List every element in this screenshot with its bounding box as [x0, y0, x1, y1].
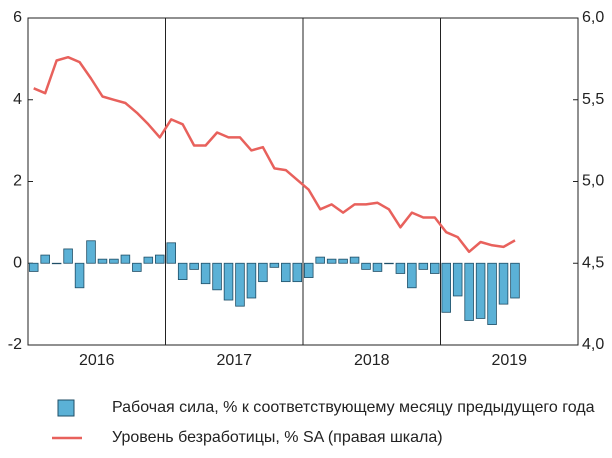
bar — [97, 258, 108, 264]
y-tick-label: 0 — [13, 254, 22, 271]
bar — [143, 256, 154, 264]
y2-tick-label: 4,5 — [582, 254, 604, 271]
bar — [372, 262, 383, 272]
y2-tick-label: 4,0 — [582, 336, 604, 353]
bar — [452, 262, 463, 297]
bar — [441, 262, 451, 313]
bar — [155, 254, 165, 264]
bar — [464, 262, 474, 321]
y2-tick-label: 5,0 — [582, 173, 604, 190]
bar — [63, 248, 73, 264]
bar — [177, 262, 188, 281]
bar — [200, 262, 211, 285]
bar — [40, 254, 50, 264]
legend-label: Рабочая сила, % к соответствующему месяц… — [112, 399, 595, 416]
x-tick-label: 2019 — [491, 352, 527, 369]
bar — [51, 262, 62, 265]
bar — [132, 262, 142, 272]
y2-tick-label: 5,5 — [582, 91, 604, 108]
bar — [315, 256, 325, 264]
bar — [223, 262, 234, 301]
bar — [498, 262, 509, 305]
x-tick-label: 2016 — [79, 352, 115, 369]
bar — [109, 258, 119, 264]
y-tick-label: 4 — [13, 91, 22, 108]
bar — [246, 262, 257, 299]
legend-swatch — [57, 399, 75, 417]
bar — [326, 258, 337, 264]
bar — [258, 262, 268, 283]
bar — [349, 256, 360, 264]
x-tick-label: 2017 — [216, 352, 252, 369]
bar — [407, 262, 417, 289]
bar — [338, 258, 348, 264]
x-tick-label: 2018 — [354, 352, 390, 369]
bar — [395, 262, 406, 274]
bar — [28, 262, 39, 272]
bar — [487, 262, 497, 325]
bar — [430, 262, 440, 274]
bar — [166, 242, 176, 264]
bar — [281, 262, 291, 283]
y-tick-label: 6 — [13, 9, 22, 26]
bar — [475, 262, 486, 319]
y-tick-label: -2 — [8, 336, 22, 353]
bar — [303, 262, 314, 278]
legend-label: Уровень безработицы, % SA (правая шкала) — [112, 429, 443, 446]
line — [33, 55, 516, 254]
y-tick-label: 2 — [13, 173, 22, 190]
bar — [189, 262, 199, 270]
bar — [212, 262, 222, 291]
bar — [120, 254, 131, 264]
bar — [292, 262, 303, 283]
bar — [86, 240, 96, 264]
bar — [418, 262, 429, 270]
bar — [510, 262, 520, 299]
y2-tick-label: 6,0 — [582, 9, 604, 26]
bar — [235, 262, 245, 307]
bar — [74, 262, 85, 289]
bar — [269, 262, 280, 268]
bar — [361, 262, 371, 270]
bar — [384, 262, 394, 265]
